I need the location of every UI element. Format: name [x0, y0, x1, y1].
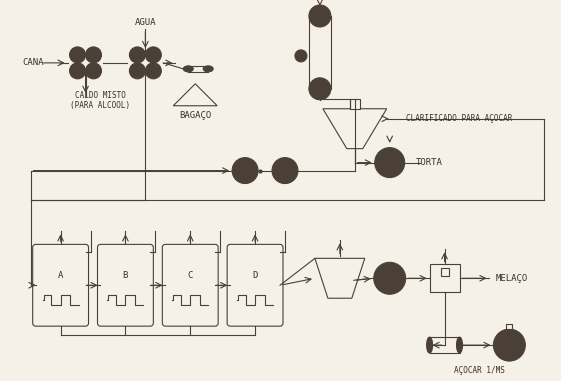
Ellipse shape: [183, 66, 193, 72]
Bar: [430, 264, 459, 292]
Text: B: B: [123, 271, 128, 280]
Ellipse shape: [426, 337, 433, 353]
Ellipse shape: [203, 66, 213, 72]
Circle shape: [375, 148, 404, 178]
Text: CALDO MISTO: CALDO MISTO: [75, 91, 126, 100]
Bar: [430, 337, 459, 353]
Circle shape: [130, 63, 145, 79]
Bar: [440, 268, 449, 276]
Text: AÇOCAR 1/MS: AÇOCAR 1/MS: [454, 365, 505, 375]
Bar: [309, 16, 331, 89]
Circle shape: [309, 5, 331, 27]
Text: BAGAÇO: BAGAÇO: [179, 111, 211, 120]
Text: AGUA: AGUA: [135, 19, 156, 27]
Text: CLARIFICADO PARA AÇOCAR: CLARIFICADO PARA AÇOCAR: [406, 114, 513, 123]
Circle shape: [145, 47, 162, 63]
Bar: [507, 324, 512, 329]
Circle shape: [70, 63, 85, 79]
Circle shape: [70, 47, 85, 63]
FancyBboxPatch shape: [98, 244, 153, 326]
Bar: [350, 99, 360, 109]
Circle shape: [232, 158, 258, 184]
Ellipse shape: [457, 337, 462, 353]
Circle shape: [494, 329, 525, 361]
Circle shape: [309, 78, 331, 100]
Text: A: A: [58, 271, 63, 280]
FancyBboxPatch shape: [162, 244, 218, 326]
Circle shape: [272, 158, 298, 184]
Text: MELAÇO: MELAÇO: [495, 274, 527, 283]
Circle shape: [85, 63, 102, 79]
Text: C: C: [187, 271, 193, 280]
Text: CANA: CANA: [22, 58, 44, 67]
Circle shape: [295, 50, 307, 62]
FancyBboxPatch shape: [33, 244, 89, 326]
Circle shape: [374, 263, 406, 294]
Text: (PARA ALCOOL): (PARA ALCOOL): [71, 101, 131, 110]
Circle shape: [85, 47, 102, 63]
Circle shape: [130, 47, 145, 63]
FancyBboxPatch shape: [227, 244, 283, 326]
Text: D: D: [252, 271, 257, 280]
Text: TORTA: TORTA: [416, 158, 443, 167]
Circle shape: [145, 63, 162, 79]
